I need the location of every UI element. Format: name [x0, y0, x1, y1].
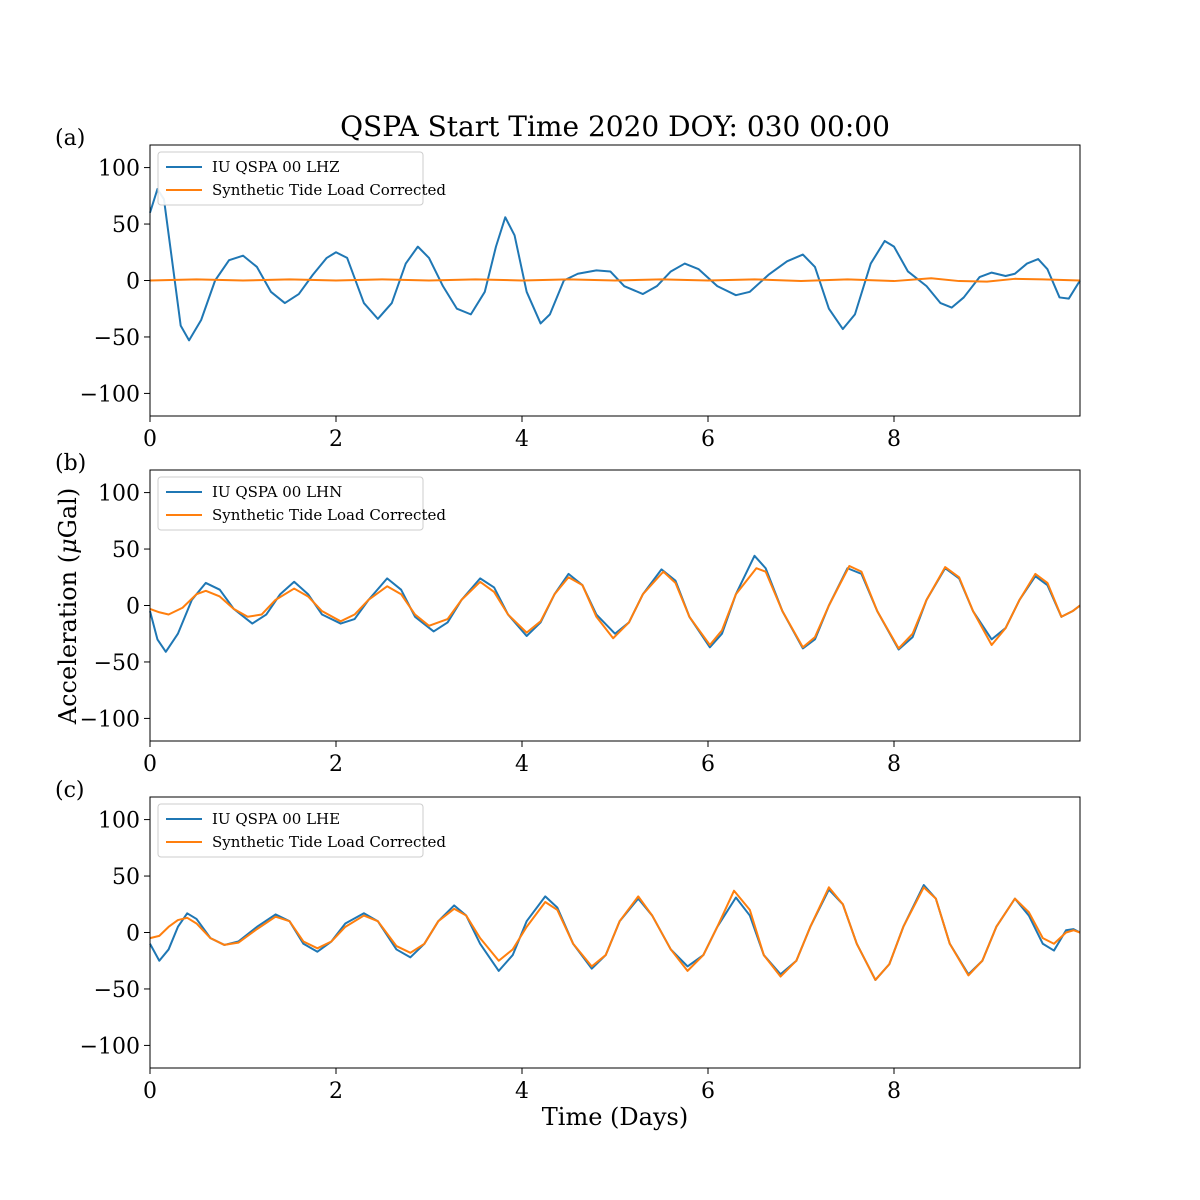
legend: IU QSPA 00 LHZ Synthetic Tide Load Correc… [157, 151, 446, 206]
legend-box [157, 803, 424, 858]
panel-b: (b) 0 2 4 6 8 100 50 0 −50 −100 IU QSPA 00 LHN Synth… [55, 451, 1081, 777]
chart-title: QSPA Start Time 2020 DOY: 030 00:00 [340, 110, 890, 143]
x-tick-label: 2 [329, 752, 343, 777]
panel-label: (b) [55, 451, 86, 476]
x-tick-label: 6 [701, 427, 715, 452]
x-tick-label: 8 [887, 752, 901, 777]
y-tick-label: 0 [126, 270, 140, 295]
legend-entry-1: IU QSPA 00 LHE [212, 810, 340, 828]
series-line-2 [149, 564, 1081, 650]
y-tick-label: 50 [112, 865, 140, 890]
x-tick-label: 2 [329, 1079, 343, 1104]
y-axis-label-suffix: Gal) [54, 488, 82, 539]
legend-box [157, 151, 424, 206]
y-axis-label-prefix: Acceleration ( [54, 554, 82, 725]
y-tick-label: 100 [98, 809, 140, 834]
x-tick-label: 6 [701, 752, 715, 777]
x-tick-label: 0 [143, 1079, 157, 1104]
legend: IU QSPA 00 LHE Synthetic Tide Load Correc… [157, 803, 446, 858]
panel-label: (a) [55, 126, 85, 151]
legend-entry-2: Synthetic Tide Load Corrected [212, 833, 446, 851]
series-line-2 [149, 886, 1081, 981]
x-axis-label: Time (Days) [542, 1103, 688, 1131]
y-tick-label: 50 [112, 213, 140, 238]
y-axis-label: Acceleration (μGal) [54, 488, 82, 725]
y-tick-label: 100 [98, 157, 140, 182]
y-tick-label: −50 [94, 326, 140, 351]
y-tick-label: −100 [80, 707, 140, 732]
y-tick-label: −100 [80, 1034, 140, 1059]
legend-entry-1: IU QSPA 00 LHN [212, 483, 342, 501]
x-tick-label: 4 [515, 1079, 529, 1104]
series-line-2 [149, 277, 1081, 283]
x-tick-label: 6 [701, 1079, 715, 1104]
y-tick-label: 50 [112, 538, 140, 563]
x-tick-label: 0 [143, 752, 157, 777]
panel-a: (a) 0 2 4 6 8 100 50 0 −50 −100 IU QSPA 00 LHZ Synth… [55, 126, 1081, 452]
y-tick-label: −50 [94, 978, 140, 1003]
x-tick-label: 2 [329, 427, 343, 452]
legend-entry-2: Synthetic Tide Load Corrected [212, 181, 446, 199]
y-tick-label: 0 [126, 595, 140, 620]
x-tick-label: 0 [143, 427, 157, 452]
panel-c: (c) 0 2 4 6 8 100 50 0 −50 −100 IU QSPA 00 LHE Synth… [55, 778, 1081, 1104]
x-tick-label: 4 [515, 427, 529, 452]
legend-entry-1: IU QSPA 00 LHZ [212, 158, 340, 176]
legend: IU QSPA 00 LHN Synthetic Tide Load Correc… [157, 476, 446, 531]
legend-box [157, 476, 424, 531]
x-tick-label: 8 [887, 1079, 901, 1104]
y-tick-label: −100 [80, 382, 140, 407]
y-tick-label: −50 [94, 651, 140, 676]
x-tick-label: 4 [515, 752, 529, 777]
series-line-1 [149, 188, 1081, 342]
panel-label: (c) [55, 778, 85, 803]
legend-entry-2: Synthetic Tide Load Corrected [212, 506, 446, 524]
y-tick-label: 100 [98, 482, 140, 507]
y-tick-label: 0 [126, 922, 140, 947]
x-tick-label: 8 [887, 427, 901, 452]
y-axis-label-mu: μ [54, 538, 82, 554]
